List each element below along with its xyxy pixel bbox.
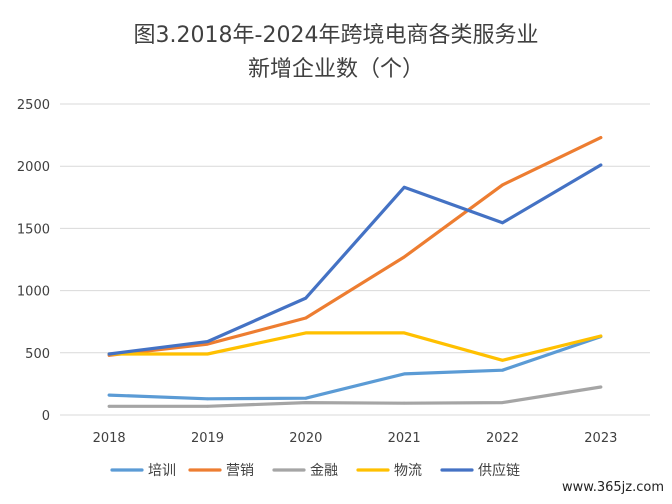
data-point bbox=[206, 342, 209, 346]
data-point bbox=[304, 331, 308, 335]
series-line-物流 bbox=[107, 331, 603, 362]
data-point bbox=[402, 372, 406, 376]
data-point bbox=[599, 385, 603, 389]
data-point bbox=[501, 221, 504, 225]
data-point bbox=[402, 185, 406, 189]
watermark: www.365jz.com bbox=[558, 479, 668, 496]
y-tick-label: 0 bbox=[42, 409, 50, 424]
chart-title-line-2: 新增企业数（个） bbox=[248, 57, 424, 82]
y-tick-label: 2500 bbox=[17, 98, 50, 113]
legend-item: 金融 bbox=[272, 463, 338, 479]
legend-item: 培训 bbox=[110, 463, 176, 479]
data-point bbox=[501, 183, 504, 187]
legend-label: 供应链 bbox=[478, 462, 520, 479]
data-point bbox=[402, 255, 406, 259]
chart-title-line-1: 图3.2018年-2024年跨境电商各类服务业 bbox=[134, 23, 539, 48]
data-point bbox=[304, 296, 308, 300]
y-tick-label: 1500 bbox=[17, 222, 50, 237]
series-line-培训 bbox=[107, 335, 603, 401]
gridlines bbox=[60, 103, 650, 416]
legend-item: 供应链 bbox=[440, 462, 520, 479]
data-point bbox=[107, 393, 111, 397]
series-lines bbox=[107, 136, 603, 408]
data-point bbox=[501, 368, 504, 372]
y-axis-ticks: 0 500 1000 1500 2000 2500 bbox=[17, 98, 50, 424]
data-point bbox=[599, 136, 603, 139]
data-point bbox=[402, 401, 406, 405]
data-point bbox=[304, 396, 308, 400]
x-tick-label: 2019 bbox=[191, 431, 224, 446]
data-point bbox=[206, 352, 209, 356]
legend-label: 金融 bbox=[310, 463, 338, 479]
legend-label: 培训 bbox=[148, 463, 176, 479]
x-axis-ticks: 2018 2019 2020 2021 2022 2023 bbox=[93, 431, 618, 446]
series-line-金融 bbox=[107, 385, 603, 408]
x-tick-label: 2020 bbox=[289, 431, 322, 446]
legend: 培训 营销 金融 物流 供应链 bbox=[110, 462, 520, 479]
legend-item: 物流 bbox=[356, 463, 422, 479]
legend-label: 物流 bbox=[394, 463, 422, 479]
series-line-营销 bbox=[107, 136, 603, 357]
x-tick-label: 2018 bbox=[93, 431, 126, 446]
data-point bbox=[402, 331, 406, 335]
data-point bbox=[599, 334, 603, 338]
x-tick-label: 2021 bbox=[388, 431, 421, 446]
data-point bbox=[206, 340, 209, 344]
legend-item: 营销 bbox=[188, 463, 254, 479]
data-point bbox=[304, 401, 308, 404]
series-line-供应链 bbox=[107, 163, 603, 356]
y-tick-label: 500 bbox=[25, 347, 50, 362]
x-tick-label: 2023 bbox=[584, 431, 617, 446]
data-point bbox=[501, 401, 504, 404]
data-point bbox=[304, 316, 308, 320]
data-point bbox=[599, 163, 603, 167]
data-point bbox=[107, 404, 111, 408]
legend-label: 营销 bbox=[226, 463, 254, 479]
y-tick-label: 1000 bbox=[17, 285, 50, 300]
data-point bbox=[206, 404, 209, 408]
data-point bbox=[501, 358, 504, 362]
x-tick-label: 2022 bbox=[486, 431, 519, 446]
y-tick-label: 2000 bbox=[17, 160, 50, 175]
data-point bbox=[206, 397, 209, 401]
data-point bbox=[107, 352, 111, 356]
